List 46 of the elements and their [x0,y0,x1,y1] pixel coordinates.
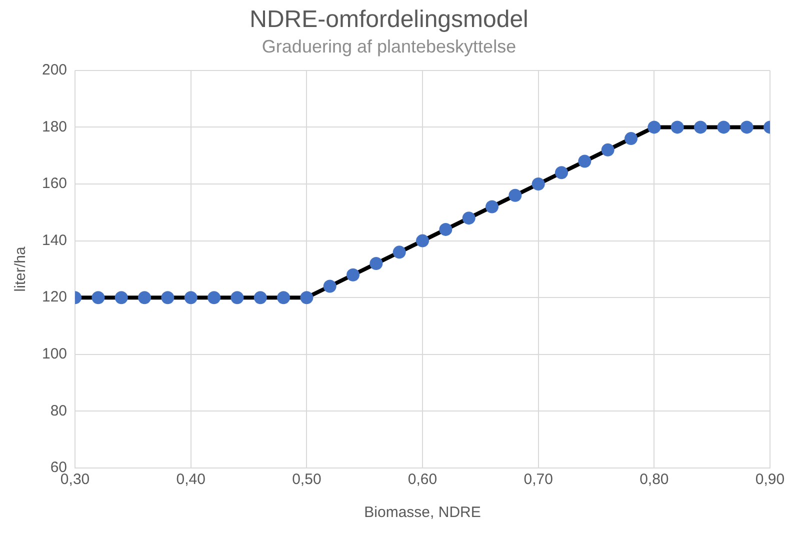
point [184,291,198,304]
y-tick-label: 120 [42,288,68,306]
point [346,268,360,282]
x-tick-label: 0,70 [524,471,553,488]
point [114,291,128,304]
y-tick-label: 200 [42,62,68,79]
y-axis-title: liter/ha [12,246,30,292]
y-tick-label: 180 [42,118,68,136]
point [439,222,452,236]
y-tick-label: 80 [50,402,68,420]
point [416,234,430,248]
point [230,291,244,304]
x-tick-label: 0,60 [408,471,438,488]
point [578,154,592,168]
y-tick-label: 140 [42,232,68,249]
point [532,178,545,190]
point [555,166,568,180]
point [624,132,638,146]
x-axis-title: Biomasse, NDRE [364,504,481,522]
point [717,120,730,134]
point [370,257,383,270]
chart-title: NDRE-omfordelingsmodel [250,6,528,34]
point [694,120,708,134]
point [300,291,314,304]
point [208,291,221,304]
y-tick-label: 100 [42,346,68,363]
x-tick-label: 0,40 [176,471,206,488]
point [508,188,522,202]
x-tick-label: 0,50 [292,471,322,488]
point [138,291,152,304]
point [277,291,290,304]
point [648,120,661,134]
point [486,200,499,214]
point [601,143,614,156]
x-tick-label: 0,90 [755,471,785,488]
point [462,212,476,225]
point [161,291,174,304]
point [670,120,684,134]
x-tick-label: 0,80 [640,471,669,488]
point [740,120,754,134]
point [254,291,267,304]
point [392,246,406,259]
chart-subtitle: Graduering af plantebeskyttelse [262,36,516,57]
point [323,280,336,293]
point [92,291,105,304]
y-tick-label: 160 [42,175,68,192]
